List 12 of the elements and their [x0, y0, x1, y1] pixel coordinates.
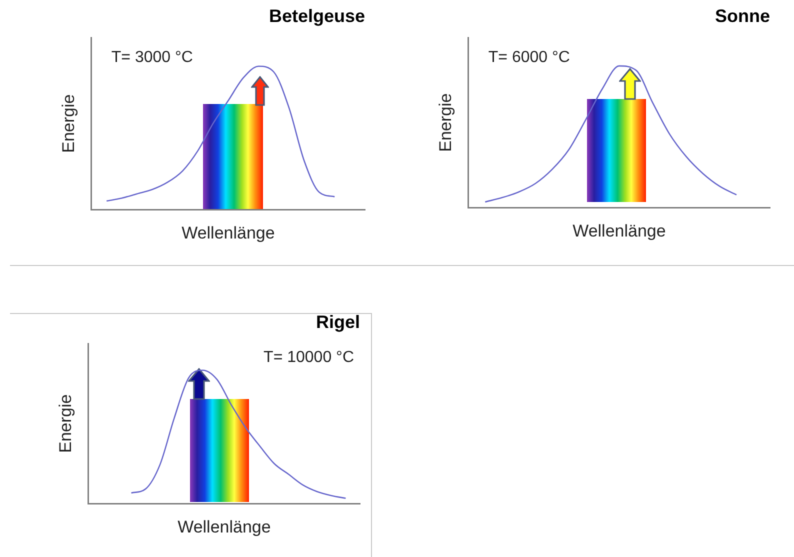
chart-title: Sonne: [714, 6, 770, 26]
y-axis-title: Energie: [58, 94, 78, 153]
chart-title: Betelgeuse: [268, 6, 365, 26]
y-axis-title: Energie: [436, 93, 455, 152]
y-axis-title: Energie: [56, 394, 75, 453]
x-axis-title: Wellenlänge: [572, 221, 666, 240]
text: T= 10000 °C: [264, 349, 354, 366]
x-axis-title: Wellenlänge: [182, 223, 275, 242]
x-axis-title: Wellenlänge: [178, 517, 271, 536]
text: T= 3000 °C: [111, 49, 193, 66]
chart-title: Rigel: [316, 312, 360, 332]
annotation: T= 6000 °C: [488, 49, 570, 66]
